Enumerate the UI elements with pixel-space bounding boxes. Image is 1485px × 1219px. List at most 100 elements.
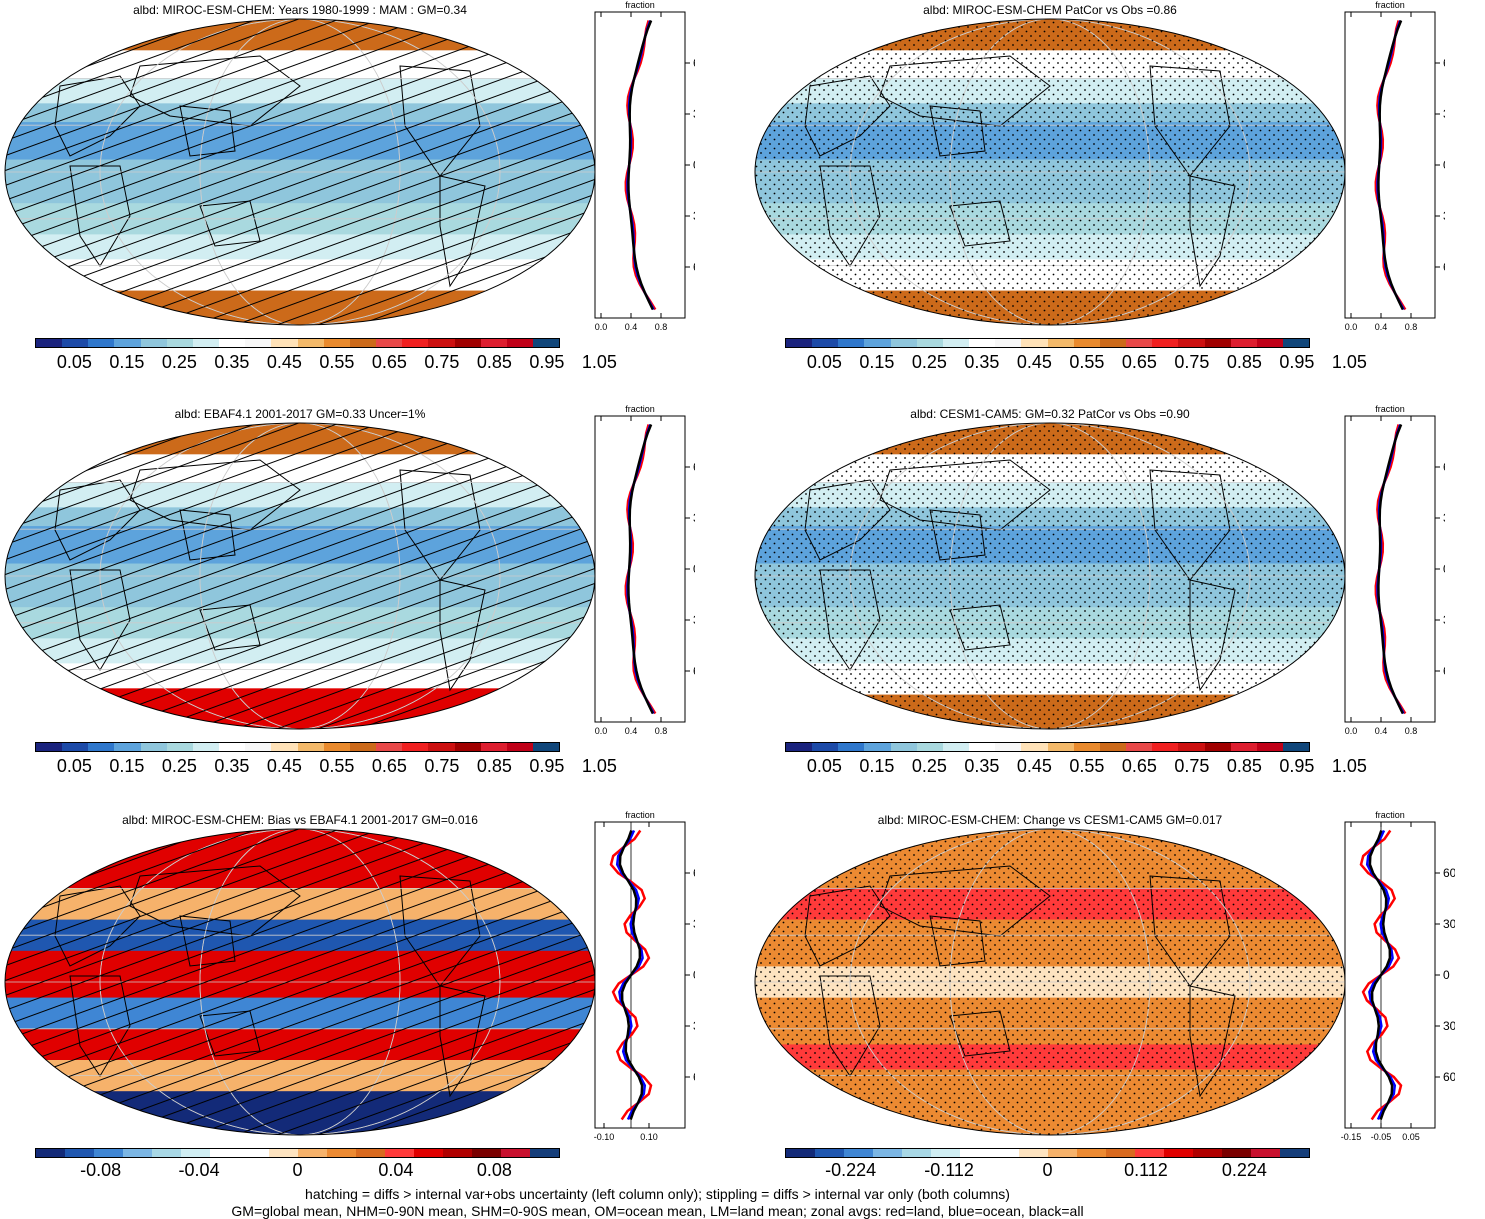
colorbar-tick-label: 0.55 <box>1069 756 1105 776</box>
colorbar-swatch <box>268 1149 298 1157</box>
lat-label: 60S <box>1443 260 1445 274</box>
colorbar-tick-label: 0.05 <box>806 352 842 372</box>
colorbar-tick-label: 1.05 <box>1331 352 1367 372</box>
colorbar-swatch <box>210 1149 240 1157</box>
colorbar-tick-label: 0.65 <box>1121 352 1157 372</box>
colorbar-swatch <box>506 743 533 751</box>
x-tick-label: 0.10 <box>640 1132 658 1142</box>
colorbar-tick-label: 0 <box>292 1160 303 1180</box>
colorbar-swatch <box>969 339 996 347</box>
zonal-units-label: fraction <box>1375 404 1405 414</box>
lat-label: 0 <box>1443 562 1445 576</box>
colorbar-swatch <box>36 1149 66 1157</box>
colorbar-swatch <box>36 743 63 751</box>
x-tick-label: -0.05 <box>1371 1132 1392 1142</box>
colorbar-tick-label: 0.85 <box>476 352 512 372</box>
colorbar-swatch <box>1178 339 1205 347</box>
colorbar-swatch <box>114 339 141 347</box>
colorbar-swatch <box>62 339 89 347</box>
colorbar-swatch <box>140 743 167 751</box>
colorbar-swatch <box>114 743 141 751</box>
x-tick-label: 0.4 <box>625 322 638 332</box>
map-cesm-mean <box>754 422 1346 730</box>
x-tick-label: 0.8 <box>1405 322 1418 332</box>
colorbar <box>785 1148 1310 1158</box>
colorbar-swatch <box>1163 1149 1193 1157</box>
colorbar-swatch <box>166 743 193 751</box>
colorbar-tick-label: 0.05 <box>56 352 92 372</box>
colorbar-tick-label: 0.05 <box>806 756 842 776</box>
colorbar-tick-label: 0.95 <box>529 352 565 372</box>
zonal-all-line <box>1368 830 1394 1120</box>
colorbar-swatch <box>1256 339 1283 347</box>
colorbar-swatch <box>1126 339 1153 347</box>
colorbar-tick-label: 0.75 <box>424 352 460 372</box>
panel-title: albd: EBAF4.1 2001-2017 GM=0.33 Uncer=1% <box>174 407 426 421</box>
colorbar-swatch <box>864 743 891 751</box>
colorbar-tick-label: 0.15 <box>859 352 895 372</box>
colorbar-tick-label: -0.04 <box>178 1160 220 1180</box>
colorbar-swatch <box>402 339 429 347</box>
colorbar-swatch <box>349 339 377 347</box>
colorbar-swatch <box>1221 1149 1251 1157</box>
significance-hatching <box>5 19 595 325</box>
colorbar-tick-label: 0.75 <box>1174 756 1210 776</box>
zonal-all-line <box>1377 20 1404 311</box>
colorbar <box>785 338 1310 348</box>
panel-title: albd: MIROC-ESM-CHEM: Bias vs EBAF4.1 20… <box>122 813 478 827</box>
colorbar-swatch <box>297 743 324 751</box>
colorbar-swatch <box>166 339 193 347</box>
lat-label: 0 <box>1443 158 1445 172</box>
colorbar-swatch <box>1099 743 1127 751</box>
map-miroc-change <box>754 828 1346 1136</box>
colorbar-swatch <box>1073 743 1100 751</box>
x-tick-label: 0.0 <box>595 322 608 332</box>
colorbar-tick-label: 0.45 <box>266 352 302 372</box>
lat-label: 30N <box>693 511 695 525</box>
colorbar-swatch <box>192 743 220 751</box>
colorbar-tick-label: 0.55 <box>319 756 355 776</box>
colorbar-tick-label: 0.25 <box>911 352 947 372</box>
zonal-plot: fraction 60N 30N 0 30S 60S 0.0 0.4 0.8 <box>594 404 695 736</box>
colorbar-tick-label: 0.55 <box>319 352 355 372</box>
colorbar-swatch <box>1178 743 1205 751</box>
x-tick-label: 0.0 <box>1345 726 1358 736</box>
colorbar-swatch <box>812 339 839 347</box>
colorbar-swatch <box>1047 743 1074 751</box>
zonal-all-line <box>627 20 654 311</box>
lat-label: 30N <box>693 917 695 931</box>
lat-label: 0 <box>693 968 695 982</box>
colorbar-tick-label: 0.35 <box>964 756 1000 776</box>
colorbar-swatch <box>413 1149 443 1157</box>
colorbar-swatch <box>942 339 970 347</box>
panel-title: albd: CESM1-CAM5: GM=0.32 PatCor vs Obs … <box>910 407 1190 421</box>
colorbar-swatch <box>1099 339 1127 347</box>
x-tick-label: 0.4 <box>1375 726 1388 736</box>
colorbar-swatch <box>245 743 272 751</box>
colorbar-swatch <box>1230 743 1257 751</box>
colorbar-swatch <box>506 339 533 347</box>
colorbar-swatch <box>786 339 813 347</box>
lat-label: 30S <box>693 613 695 627</box>
colorbar-swatch <box>931 1149 961 1157</box>
colorbar-swatch <box>1256 743 1283 751</box>
colorbar-swatch <box>1073 339 1100 347</box>
colorbar-tick-label: -0.112 <box>924 1160 974 1180</box>
colorbar-swatch <box>454 339 481 347</box>
colorbar-swatch <box>1126 743 1153 751</box>
colorbar-swatch <box>239 1149 269 1157</box>
colorbar-swatch <box>532 339 560 347</box>
colorbar-tick-label: 0.95 <box>529 756 565 776</box>
lat-label: 0 <box>693 562 695 576</box>
colorbar-swatch <box>65 1149 95 1157</box>
colorbar-tick-label: 0.65 <box>1121 756 1157 776</box>
colorbar-swatch <box>355 1149 385 1157</box>
footer-note-hatching: hatching = diffs > internal var+obs unce… <box>305 1186 1010 1202</box>
colorbar-swatch <box>838 743 865 751</box>
colorbar-swatch <box>349 743 377 751</box>
x-tick-label: -0.10 <box>594 1132 615 1142</box>
colorbar-swatch <box>326 1149 356 1157</box>
colorbar-swatch <box>297 339 324 347</box>
panel-title: albd: MIROC-ESM-CHEM PatCor vs Obs =0.86 <box>923 3 1177 17</box>
colorbar-tick-label: 0.35 <box>214 756 250 776</box>
